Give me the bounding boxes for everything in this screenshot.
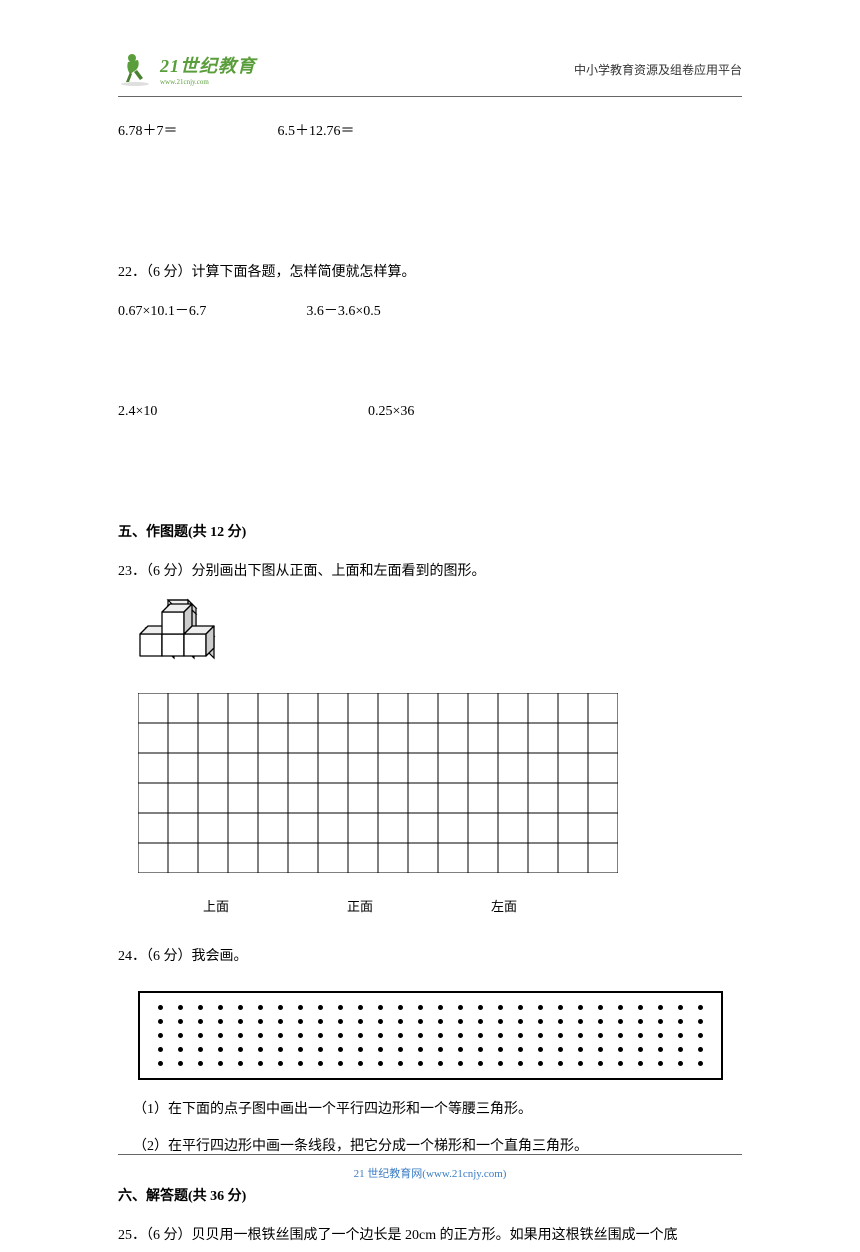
question-23: 23．（6 分）分别画出下图从正面、上面和左面看到的图形。 xyxy=(118,557,742,588)
logo-area: 21世纪教育 www.21cnjy.com xyxy=(118,50,256,88)
logo-sub-text: www.21cnjy.com xyxy=(160,78,256,86)
page-footer: 21 世纪教育网(www.21cnjy.com) xyxy=(118,1154,742,1181)
math-row-top: 6.78＋7＝ 6.5＋12.76＝ xyxy=(118,117,742,148)
math-expr: 0.67×10.1－6.7 xyxy=(118,297,206,328)
grid-figure xyxy=(138,693,742,886)
grid-label-top: 上面 xyxy=(203,893,229,922)
math-expr: 0.25×36 xyxy=(368,397,414,428)
math-expr: 3.6－3.6×0.5 xyxy=(306,297,380,328)
grid-label-left: 左面 xyxy=(491,893,517,922)
logo-main-text: 21世纪教育 xyxy=(160,52,256,78)
math-row: 2.4×10 0.25×36 xyxy=(118,397,742,428)
math-row: 0.67×10.1－6.7 3.6－3.6×0.5 xyxy=(118,297,742,328)
section-6-title: 六、解答题(共 36 分) xyxy=(118,1182,742,1213)
question-25: 25．（6 分）贝贝用一根铁丝围成了一个边长是 20cm 的正方形。如果用这根铁… xyxy=(118,1221,742,1252)
question-22: 22．（6 分）计算下面各题，怎样简便就怎样算。 xyxy=(118,258,742,289)
math-expr: 2.4×10 xyxy=(118,397,268,428)
section-5-title: 五、作图题(共 12 分) xyxy=(118,518,742,549)
cube-figure xyxy=(138,598,742,693)
math-expr: 6.78＋7＝ xyxy=(118,117,178,148)
page-header: 21世纪教育 www.21cnjy.com 中小学教育资源及组卷应用平台 xyxy=(118,50,742,97)
logo-icon xyxy=(118,50,156,88)
question-24: 24．（6 分）我会画。 xyxy=(118,942,742,973)
dot-grid xyxy=(138,991,723,1080)
grid-label-front: 正面 xyxy=(347,893,373,922)
q24-sub1: （1）在下面的点子图中画出一个平行四边形和一个等腰三角形。 xyxy=(133,1095,742,1126)
header-right-text: 中小学教育资源及组卷应用平台 xyxy=(574,61,742,78)
logo-text: 21世纪教育 www.21cnjy.com xyxy=(160,52,256,86)
document-content: 6.78＋7＝ 6.5＋12.76＝ 22．（6 分）计算下面各题，怎样简便就怎… xyxy=(118,117,742,1252)
grid-labels: 上面 正面 左面 xyxy=(138,893,742,922)
math-expr: 6.5＋12.76＝ xyxy=(278,117,355,148)
